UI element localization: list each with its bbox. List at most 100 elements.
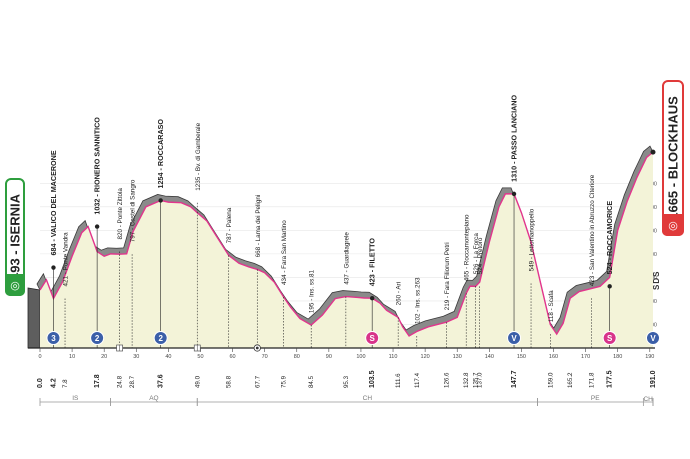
region-label: AQ — [149, 395, 158, 402]
x-tick-label: 120 — [421, 354, 430, 360]
km-marker-label: 95.3 — [343, 375, 350, 388]
km-marker-label: 191.0 — [650, 370, 657, 388]
cycling-icon: ◎ — [662, 214, 684, 236]
region-label: PE — [591, 395, 600, 402]
x-tick-label: 90 — [326, 354, 332, 360]
sprint-marker-icon — [602, 331, 617, 345]
km-marker-label: 75.9 — [281, 375, 288, 388]
place-label: 820 - Ponte Zittola — [117, 188, 124, 240]
marker-category-label: V — [650, 334, 656, 343]
place-label: 1235 - Bv. di Gamberale — [195, 122, 202, 190]
place-label: 437 - Guardiagrele — [343, 232, 350, 285]
km-marker-label: 84.5 — [308, 375, 315, 388]
place-label: 260 - Ari — [396, 282, 403, 305]
km-marker-label: 17.8 — [94, 374, 101, 388]
sprint-marker-icon — [365, 331, 380, 345]
place-label: 421 - Ponte Vandra — [63, 232, 70, 287]
marker-category-label: S — [370, 334, 376, 343]
x-tick-label: 180 — [613, 354, 622, 360]
start-city-label: 493 - ISERNIA — [7, 194, 23, 280]
place-label: 423 - San Valentino in Abruzzo Citeriore — [589, 174, 596, 286]
km-marker-label: 49.0 — [194, 375, 201, 388]
km-marker-label: 0.0 — [37, 378, 44, 388]
km-marker-label: 137.0 — [477, 372, 484, 388]
km-marker-label: 111.6 — [395, 373, 402, 388]
km-marker-label: 159.0 — [547, 372, 554, 388]
place-label: 797 - Castel di Sangro — [130, 179, 137, 242]
place-label: 102 - Ins. ss.263 — [414, 277, 421, 324]
place-label: 118 - Scafa — [548, 290, 555, 322]
place-label: 549 - Lettomanoppello — [529, 208, 536, 271]
km-marker-label: 58.8 — [226, 375, 233, 388]
gpm-marker-icon — [46, 331, 61, 345]
gpm-marker-icon — [507, 331, 522, 345]
x-tick-label: 170 — [581, 354, 590, 360]
km-marker-label: 171.8 — [588, 372, 595, 388]
place-label: 1032 - RIONERO SANNITICO — [93, 117, 102, 215]
x-tick-label: 140 — [485, 354, 494, 360]
x-tick-label: 40 — [165, 354, 171, 360]
place-label: 526 - La Forca — [473, 233, 480, 274]
place-label: 787 - Palena — [226, 207, 233, 243]
cycling-icon: ◎ — [5, 274, 25, 296]
gpm-marker-icon — [646, 331, 660, 345]
place-label: 423 - FILETTO — [368, 238, 377, 287]
place-dot — [51, 265, 56, 270]
terrain-wall — [27, 287, 41, 349]
place-label: 434 - Fara San Martino — [281, 220, 288, 285]
marker-category-label: V — [511, 334, 517, 343]
place-label: 524 - Pretoro — [477, 237, 484, 274]
gpm-marker-icon — [90, 331, 105, 345]
x-tick-label: 160 — [549, 354, 558, 360]
place-label: 668 - Lama dei Peligni — [255, 195, 262, 258]
place-label: 684 - VALICO DEL MACERONE — [49, 150, 58, 255]
x-tick-label: 70 — [262, 354, 268, 360]
marker-category-label: 3 — [51, 334, 56, 343]
km-marker-label: 135.7 — [473, 372, 480, 388]
finish-city-badge: 1665 - BLOCKHAUS — [662, 80, 684, 236]
marker-category-label: 2 — [158, 334, 163, 343]
km-marker-label: 7.8 — [62, 379, 69, 388]
marker-category-label: 2 — [95, 334, 100, 343]
intermediate-point-icon-dot — [255, 346, 259, 350]
km-marker-label: 117.4 — [414, 372, 421, 388]
place-label: 1310 - PASSO LANCIANO — [510, 95, 519, 182]
place-label: 465 - Roccamontepiano — [464, 214, 471, 281]
sponsor-logo: SDS — [652, 270, 661, 290]
x-tick-label: 190 — [645, 354, 654, 360]
km-marker-label: 67.7 — [254, 375, 261, 388]
place-dot — [511, 191, 517, 197]
place-label: 1254 - ROCCARASO — [156, 119, 165, 189]
place-label: 195 - Ins. ss.81 — [309, 270, 316, 314]
x-tick-label: 100 — [356, 354, 365, 360]
place-dot — [158, 198, 163, 203]
marker-category-label: S — [607, 334, 613, 343]
gpm-marker-icon — [153, 331, 168, 345]
x-tick-label: 30 — [133, 354, 139, 360]
region-label: CH — [643, 396, 653, 403]
finish-dot — [650, 149, 656, 155]
km-marker-label: 126.6 — [443, 372, 450, 388]
x-tick-label: 80 — [294, 354, 300, 360]
x-tick-label: 60 — [230, 354, 236, 360]
place-label: 524 - ROCCAMORICE — [605, 201, 614, 275]
place-dot — [369, 296, 375, 301]
km-marker-label: 147.7 — [511, 370, 518, 388]
km-marker-label: 177.5 — [607, 370, 614, 388]
region-label: IS — [72, 395, 79, 402]
place-dot — [94, 224, 100, 229]
km-marker-label: 4.2 — [50, 378, 57, 388]
x-tick-label: 50 — [197, 354, 203, 360]
km-marker-label: 28.7 — [129, 375, 136, 388]
x-tick-label: 110 — [389, 354, 398, 360]
x-tick-label: 20 — [101, 354, 107, 360]
x-tick-label: 10 — [69, 354, 75, 360]
profile-area — [40, 152, 653, 348]
place-dot — [607, 284, 612, 289]
x-tick-label: 0 — [38, 354, 41, 360]
x-tick-label: 150 — [517, 354, 526, 360]
km-marker-label: 37.6 — [158, 374, 165, 388]
km-marker-label: 103.5 — [369, 370, 376, 388]
route-line — [39, 151, 654, 337]
